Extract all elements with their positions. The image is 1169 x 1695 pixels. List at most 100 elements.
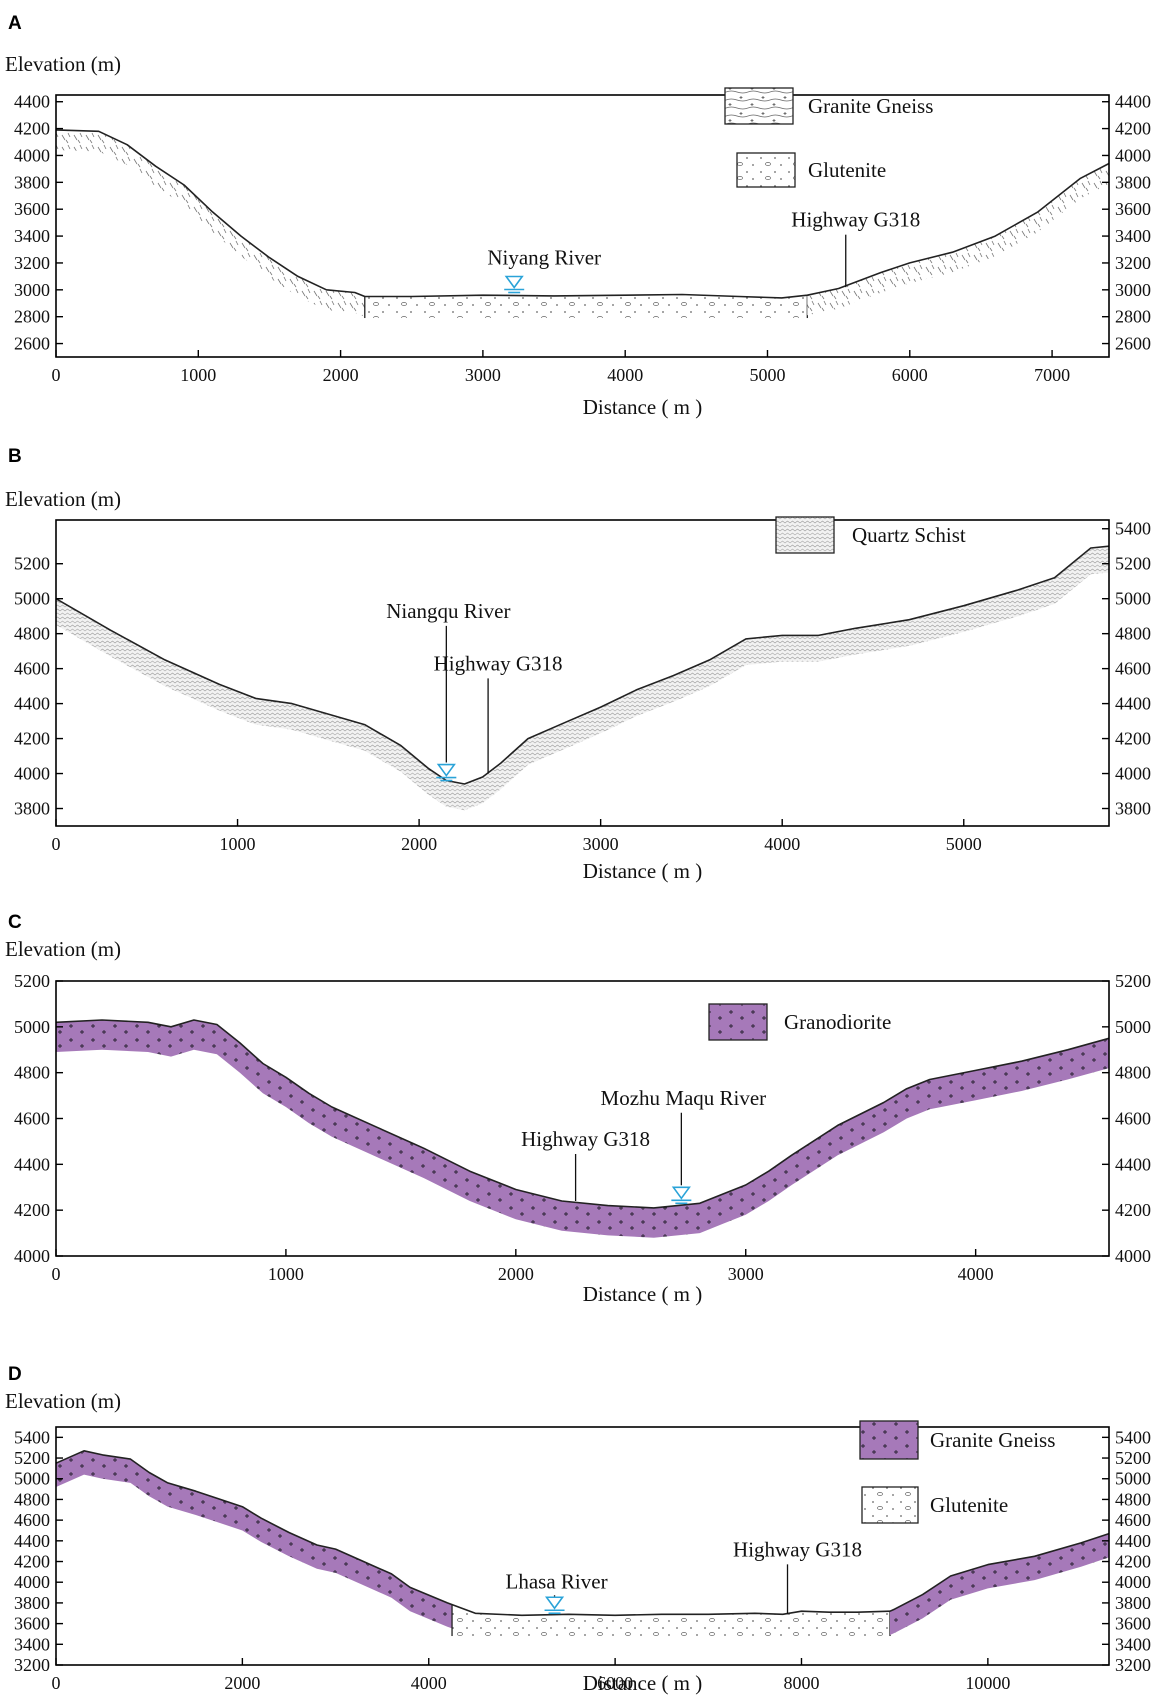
x-tick-label: 0 [52, 1673, 61, 1693]
annotation-niyang-river: Niyang River [487, 246, 601, 294]
y-tick-label-right: 4200 [1115, 1200, 1151, 1220]
x-tick-label: 4000 [607, 365, 643, 385]
y-tick-label-right: 3000 [1115, 280, 1151, 300]
y-tick-label: 4600 [14, 1109, 50, 1129]
y-tick-label: 4400 [14, 1531, 50, 1551]
y-tick-label-right: 3200 [1115, 253, 1151, 273]
panel-letter: B [8, 446, 22, 467]
y-tick-label-right: 5200 [1115, 1448, 1151, 1468]
plot-frame [55, 94, 1110, 358]
x-tick-label: 6000 [597, 1673, 633, 1693]
legend-swatch [724, 87, 794, 125]
plot-frame [55, 519, 1110, 827]
annotation-label: Mozhu Maqu River [601, 1086, 767, 1110]
y-tick-label: 2800 [14, 307, 50, 327]
x-axis-title: Distance ( m ) [583, 1282, 703, 1306]
y-tick-label: 5200 [14, 1448, 50, 1468]
y-tick-label-right: 3600 [1115, 199, 1151, 219]
layer-granodiorite [56, 1020, 1109, 1238]
y-tick-label: 4800 [14, 1489, 50, 1509]
y-tick-label: 3600 [14, 1614, 50, 1634]
y-tick-label-right: 4600 [1115, 1109, 1151, 1129]
y-tick-label-right: 3800 [1115, 799, 1151, 819]
x-tick-label: 10000 [965, 1673, 1010, 1693]
x-tick-label: 4000 [411, 1673, 447, 1693]
legend-swatch [859, 1420, 919, 1460]
y-tick-label: 4400 [14, 694, 50, 714]
x-tick-label: 8000 [783, 1673, 819, 1693]
y-tick-label-right: 4400 [1115, 1154, 1151, 1174]
annotation-label: Highway G318 [521, 1127, 650, 1151]
panel-c: C Elevation (m) Distance ( m ) 0 1000 2000 300… [5, 912, 1151, 1306]
annotation-label: Highway G318 [434, 651, 563, 675]
annotation-label: Highway G318 [791, 208, 920, 232]
legend-item-glutenite: Glutenite [736, 152, 886, 188]
y-tick-label: 5200 [14, 971, 50, 991]
x-tick-label: 7000 [1034, 365, 1070, 385]
legend-label: Granite Gneiss [930, 1428, 1055, 1452]
y-tick-label-right: 5200 [1115, 554, 1151, 574]
x-tick-label: 1000 [180, 365, 216, 385]
annotation-highway-g318: Highway G318 [791, 208, 920, 288]
y-tick-label: 5000 [14, 1017, 50, 1037]
water-level-icon [504, 275, 525, 294]
water-level-icon [671, 1186, 692, 1205]
annotation-lhasa-river: Lhasa River [506, 1569, 608, 1615]
y-tick-label-right: 3600 [1115, 1614, 1151, 1634]
annotation-label: Highway G318 [733, 1537, 862, 1561]
y-tick-label-right: 4000 [1115, 764, 1151, 784]
layer-granite-gneiss [890, 1533, 1109, 1635]
y-tick-label: 4400 [14, 1154, 50, 1174]
x-tick-label: 4000 [958, 1264, 994, 1284]
legend-item-quartz-schist: Quartz Schist [775, 516, 966, 554]
layers [56, 129, 1109, 319]
x-tick-label: 6000 [892, 365, 928, 385]
y-tick-label: 4000 [14, 145, 50, 165]
layer-granite-gneiss [807, 163, 1109, 316]
y-tick-label-right: 5000 [1115, 1469, 1151, 1489]
y-tick-label-right: 2600 [1115, 334, 1151, 354]
layer-glutenite [452, 1604, 890, 1636]
y-tick-label: 4200 [14, 1552, 50, 1572]
y-tick-label: 4000 [14, 1246, 50, 1266]
y-tick-label: 4600 [14, 1510, 50, 1530]
x-tick-label: 4000 [764, 834, 800, 854]
x-tick-label: 2000 [323, 365, 359, 385]
x-axis-title: Distance ( m ) [583, 859, 703, 883]
y-tick-label-right: 4800 [1115, 1063, 1151, 1083]
x-tick-label: 2000 [224, 1673, 260, 1693]
y-tick-label: 3800 [14, 172, 50, 192]
y-tick-label-right: 4000 [1115, 145, 1151, 165]
legend-label: Quartz Schist [852, 523, 966, 547]
layers [56, 546, 1109, 811]
x-tick-label: 3000 [583, 834, 619, 854]
legend-item-granodiorite: Granodiorite [708, 1003, 891, 1041]
y-tick-label-right: 5000 [1115, 589, 1151, 609]
y-tick-label-right: 4000 [1115, 1246, 1151, 1266]
legend-label: Glutenite [808, 158, 886, 182]
y-axis-title: Elevation (m) [5, 937, 121, 961]
legend-swatch [861, 1486, 919, 1524]
water-level-icon [436, 763, 457, 782]
y-tick-label: 5200 [14, 554, 50, 574]
y-tick-label-right: 3400 [1115, 1634, 1151, 1654]
y-tick-label-right: 5200 [1115, 971, 1151, 991]
y-tick-label: 3600 [14, 199, 50, 219]
layer-granite-gneiss [56, 1450, 452, 1629]
y-tick-label: 4800 [14, 624, 50, 644]
y-tick-label-right: 5000 [1115, 1017, 1151, 1037]
annotation-mozhu-maqu-river: Mozhu Maqu River [601, 1086, 767, 1205]
legend-item-granite-gneiss: Granite Gneiss [859, 1420, 1055, 1460]
panel-b: B Elevation (m) Distance ( m ) 0 1000 2000 300… [5, 446, 1151, 883]
x-tick-label: 0 [52, 1264, 61, 1284]
legend-swatch [736, 152, 796, 188]
annotation-label: Lhasa River [506, 1569, 608, 1593]
ground-surface-line [55, 1019, 1110, 1209]
y-tick-label-right: 3200 [1115, 1655, 1151, 1675]
annotation-highway-g318: Highway G318 [434, 651, 563, 774]
y-tick-label: 5000 [14, 589, 50, 609]
y-tick-label-right: 3800 [1115, 1593, 1151, 1613]
y-tick-label: 5000 [14, 1469, 50, 1489]
y-tick-label: 2600 [14, 334, 50, 354]
y-tick-label: 4000 [14, 1572, 50, 1592]
